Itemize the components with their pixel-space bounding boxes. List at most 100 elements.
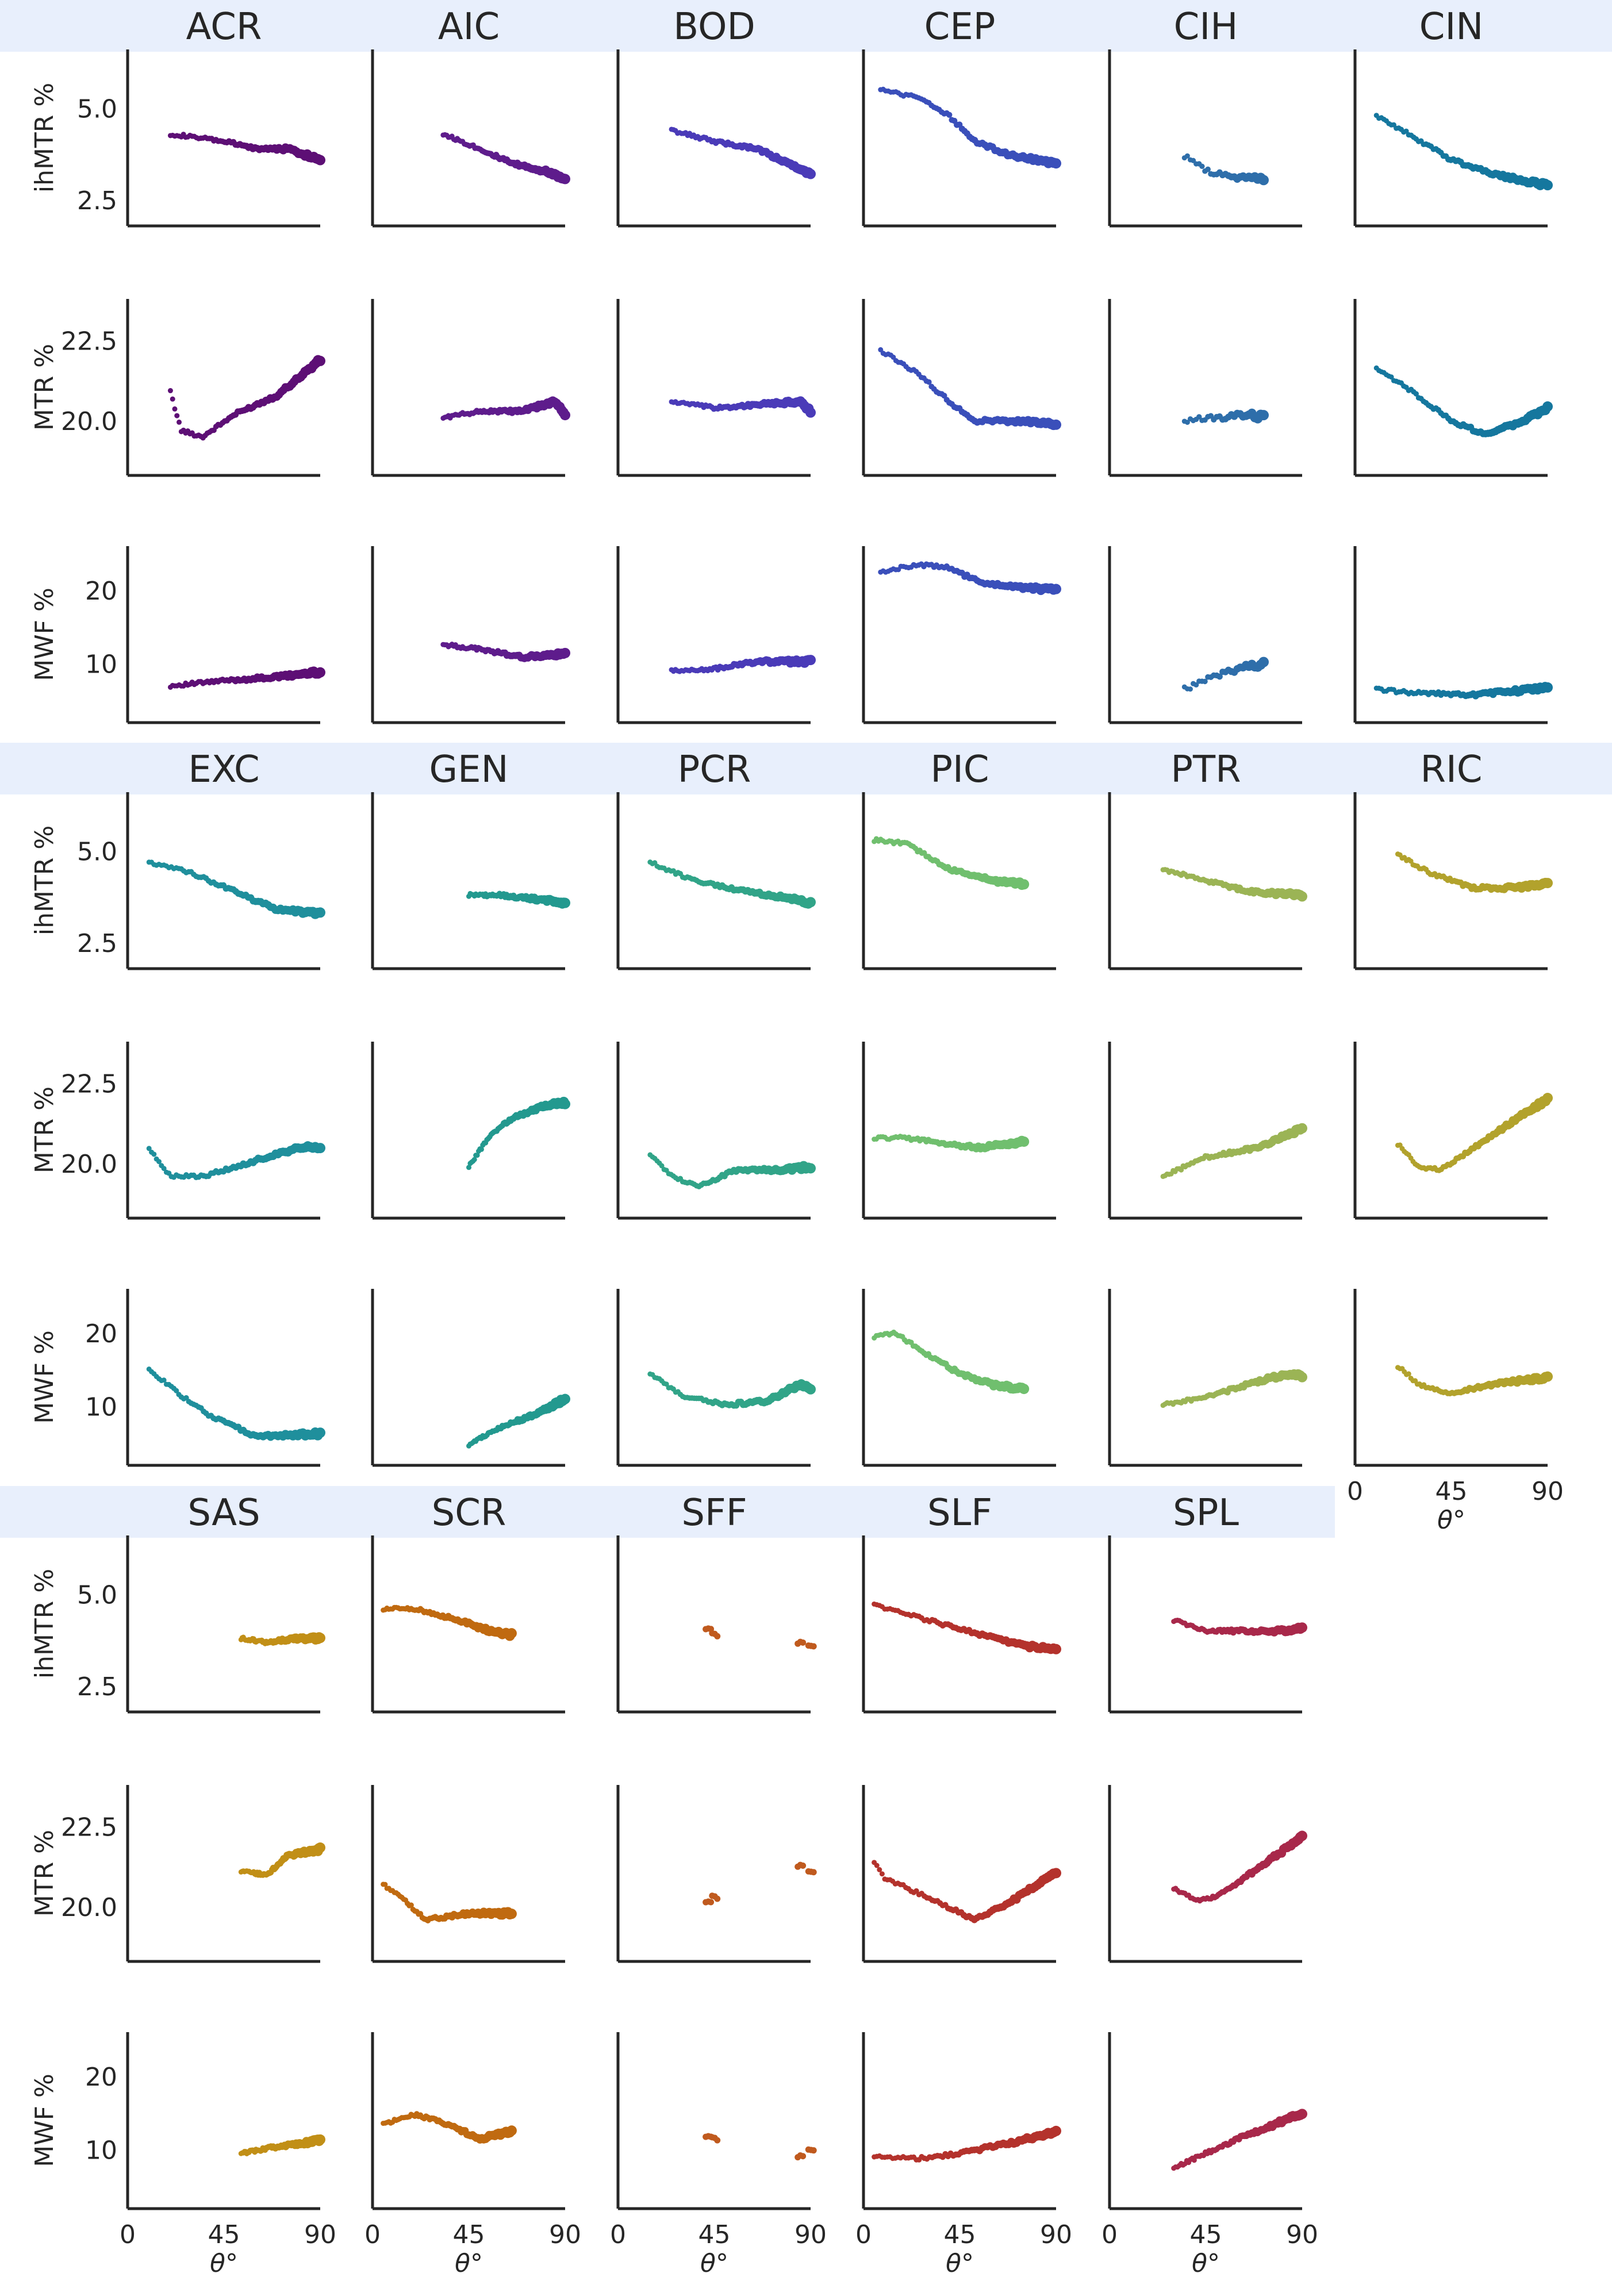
- x-tick-label: 0: [120, 2220, 136, 2249]
- x-tick-label: 90: [1286, 2220, 1318, 2249]
- x-tick-label: 45: [1436, 1477, 1468, 1506]
- data-point: [1019, 1384, 1030, 1395]
- data-point: [1258, 175, 1269, 186]
- y-axis-label: ihMTR %: [30, 83, 59, 193]
- x-tick-label: 90: [1040, 2220, 1072, 2249]
- bundle-header-band: [0, 743, 1612, 794]
- scatter-series: [238, 1632, 325, 1646]
- scatter-series: [703, 1625, 817, 1650]
- data-point: [1297, 891, 1307, 902]
- data-point: [315, 1143, 325, 1154]
- bundle-panel-ptr: PTR: [1108, 748, 1307, 1467]
- data-point: [708, 1899, 715, 1906]
- data-point: [560, 897, 570, 908]
- bundle-panel-pcr: PCR: [616, 748, 816, 1467]
- data-point: [315, 907, 325, 918]
- data-point: [146, 1146, 152, 1151]
- data-point: [315, 1633, 325, 1644]
- axes-slf-mwf: 0 45 90 θ°: [855, 2032, 1072, 2278]
- scatter-series: [1373, 365, 1553, 437]
- data-point: [800, 2153, 807, 2160]
- axes-sas-mwf: 10 20 MWF % 0 45 90 θ°: [30, 2032, 336, 2278]
- data-point: [315, 1842, 325, 1853]
- axes-cep-ihmtr: [862, 49, 1061, 228]
- data-point: [1297, 1622, 1307, 1633]
- y-tick-label: 20: [85, 577, 117, 606]
- data-point: [1297, 2109, 1307, 2120]
- scatter-series: [1181, 656, 1269, 692]
- data-point: [1542, 878, 1553, 889]
- data-point: [1051, 583, 1061, 594]
- data-point: [506, 1628, 517, 1639]
- x-axis-label: θ°: [210, 2249, 238, 2278]
- bundle-title: ACR: [186, 6, 262, 48]
- data-point: [560, 1099, 570, 1109]
- data-point: [1051, 419, 1061, 430]
- scatter-series: [1181, 408, 1269, 425]
- y-tick-label: 2.5: [77, 1672, 117, 1702]
- data-point: [1019, 879, 1030, 890]
- scatter-series: [381, 1604, 517, 1641]
- x-axis-label: θ°: [946, 2249, 974, 2278]
- y-tick-label: 10: [85, 2136, 117, 2166]
- x-axis-label: θ°: [1192, 2249, 1220, 2278]
- data-point: [161, 1166, 167, 1172]
- scatter-series: [1395, 851, 1553, 893]
- data-point: [1051, 2125, 1061, 2136]
- scatter-series: [872, 1134, 1030, 1153]
- axes-ric-ihmtr: [1353, 792, 1553, 970]
- axes-cep-mwf: [862, 546, 1061, 724]
- data-point: [714, 1633, 721, 1640]
- data-point: [174, 1388, 179, 1393]
- y-tick-label: 22.5: [61, 1813, 117, 1842]
- scatter-series: [878, 561, 1061, 596]
- data-point: [506, 1909, 517, 1919]
- bundle-title: PTR: [1170, 748, 1241, 791]
- x-tick-label: 45: [698, 2220, 731, 2249]
- data-point: [167, 388, 173, 394]
- x-axis-label: θ°: [700, 2249, 728, 2278]
- bundle-title: RIC: [1420, 748, 1482, 791]
- scatter-series: [669, 396, 816, 418]
- y-tick-label: 20: [85, 2063, 117, 2092]
- scatter-series: [238, 1842, 325, 1878]
- scatter-series: [703, 1861, 817, 1906]
- scatter-series: [167, 355, 325, 441]
- scatter-series: [1395, 1093, 1553, 1173]
- x-tick-label: 0: [855, 2220, 872, 2249]
- data-point: [170, 396, 175, 402]
- scatter-series: [238, 2134, 325, 2156]
- scatter-series: [872, 836, 1030, 890]
- data-point: [1196, 414, 1202, 420]
- scatter-series: [381, 1882, 517, 1923]
- bundle-title: EXC: [188, 748, 259, 791]
- scatter-series: [1160, 867, 1307, 902]
- data-point: [810, 1643, 817, 1650]
- data-point: [800, 1639, 807, 1646]
- axes-slf-ihmtr: [862, 1535, 1061, 1714]
- data-point: [471, 1157, 477, 1162]
- data-point: [879, 1871, 885, 1877]
- data-point: [478, 1146, 484, 1152]
- data-point: [1051, 1644, 1061, 1654]
- y-tick-label: 5.0: [77, 94, 117, 124]
- data-point: [946, 112, 953, 118]
- scatter-series: [872, 1601, 1061, 1654]
- x-tick-label: 45: [944, 2220, 976, 2249]
- data-point: [1413, 391, 1419, 397]
- scatter-series: [440, 132, 570, 185]
- data-point: [810, 1869, 817, 1876]
- bundle-title: SLF: [927, 1492, 992, 1534]
- bundle-header-band: [0, 0, 1612, 52]
- bundle-title: SPL: [1173, 1492, 1239, 1534]
- scatter-series: [466, 1393, 570, 1449]
- scatter-series: [1373, 682, 1553, 700]
- data-point: [1202, 678, 1208, 685]
- bundle-panel-ric: RIC 0 45 90 θ°: [1347, 748, 1564, 1535]
- y-axis-label: MTR %: [30, 1830, 59, 1917]
- data-point: [1258, 656, 1269, 667]
- data-point: [560, 1393, 570, 1404]
- y-axis-label: ihMTR %: [30, 826, 59, 935]
- bundle-panel-cep: CEP: [862, 6, 1061, 724]
- bundle-title: PIC: [930, 748, 989, 791]
